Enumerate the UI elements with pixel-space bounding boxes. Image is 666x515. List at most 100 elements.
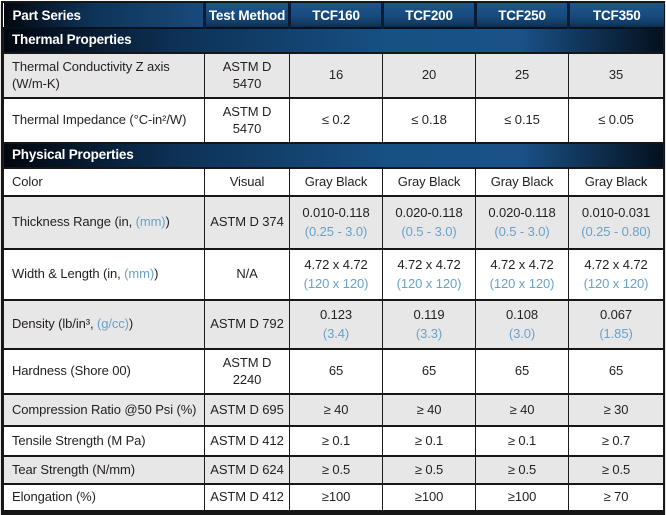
value-inches: 0.010-0.031	[581, 205, 651, 221]
section-title-physical: Physical Properties	[3, 142, 664, 169]
value-tcf200: 65	[382, 348, 476, 395]
value-tcf350: ≥ 0.5	[568, 455, 664, 485]
value-g-cc: (1.85)	[599, 325, 633, 341]
value-tcf160: 0.123 (3.4)	[289, 299, 383, 350]
value-tcf200: ≥ 40	[382, 393, 476, 427]
value-lb-in3: 0.108	[505, 307, 539, 323]
row-tear-strength: Tear Strength (N/mm) ASTM D 624 ≥ 0.5 ≥ …	[3, 455, 664, 485]
test-method-color: Visual	[204, 167, 290, 197]
test-method-hardness: ASTM D 2240	[204, 348, 290, 395]
value-tcf250: 0.108 (3.0)	[475, 299, 569, 350]
label-text: )	[165, 214, 170, 230]
test-method-elongation: ASTM D 412	[204, 483, 290, 512]
value-mm: (120 x 120)	[303, 275, 369, 291]
row-thermal-conductivity: Thermal Conductivity Z axis (W/m-K) ASTM…	[3, 52, 664, 99]
value-tcf200: 20	[382, 52, 476, 99]
value-tcf200: ≥100	[382, 483, 476, 512]
value-inches: 0.020-0.118	[488, 205, 556, 221]
product-spec-table: Part Series Test Method TCF160 TCF200 TC…	[3, 3, 664, 512]
row-density: Density (lb/in³, (g/cc)) ASTM D 792 0.12…	[3, 299, 664, 350]
value-mm: (0.5 - 3.0)	[401, 223, 457, 239]
value-tcf250: ≥ 0.5	[475, 455, 569, 485]
test-method-tear: ASTM D 624	[204, 455, 290, 485]
test-method-density: ASTM D 792	[204, 299, 290, 350]
value-lb-in3: 0.123	[319, 307, 353, 323]
value-inches: 4.72 x 4.72	[397, 257, 461, 273]
row-label-thermal-impedance: Thermal Impedance (°C-in²/W)	[3, 97, 205, 144]
test-method-tensile: ASTM D 412	[204, 425, 290, 457]
row-label-thermal-conductivity: Thermal Conductivity Z axis (W/m-K)	[3, 52, 205, 99]
value-tcf200: 0.020-0.118 (0.5 - 3.0)	[382, 195, 476, 250]
label-metric-unit: (mm)	[135, 214, 166, 230]
header-model-tcf350: TCF350	[567, 3, 664, 29]
test-method-thickness: ASTM D 374	[204, 195, 290, 250]
value-tcf250: ≥ 40	[475, 393, 569, 427]
label-metric-unit: (mm)	[124, 266, 155, 282]
row-label-density: Density (lb/in³, (g/cc))	[3, 299, 205, 350]
row-width-length: Width & Length (in, (mm)) N/A 4.72 x 4.7…	[3, 248, 664, 301]
value-tcf200: 0.119 (3.3)	[382, 299, 476, 350]
value-tcf350: ≥ 70	[568, 483, 664, 512]
row-thermal-impedance: Thermal Impedance (°C-in²/W) ASTM D 5470…	[3, 97, 664, 144]
value-tcf200: ≥ 0.1	[382, 425, 476, 457]
value-tcf350: ≥ 0.7	[568, 425, 664, 457]
value-mm: (120 x 120)	[583, 275, 649, 291]
row-label-tear-strength: Tear Strength (N/mm)	[3, 455, 205, 485]
header-part-series: Part Series	[3, 3, 205, 29]
value-lb-in3: 0.119	[413, 307, 445, 323]
value-tcf250: ≤ 0.15	[475, 97, 569, 144]
header-model-tcf200: TCF200	[381, 3, 476, 29]
row-label-width-length: Width & Length (in, (mm))	[3, 248, 205, 301]
value-tcf250: 65	[475, 348, 569, 395]
value-tcf250: 25	[475, 52, 569, 99]
value-mm: (0.25 - 3.0)	[304, 223, 368, 239]
value-inches: 0.020-0.118	[395, 205, 463, 221]
value-g-cc: (3.0)	[508, 325, 536, 341]
row-color: Color Visual Gray Black Gray Black Gray …	[3, 167, 664, 197]
label-text: Density (lb/in³,	[12, 316, 97, 332]
test-method-thermal-impedance: ASTM D 5470	[204, 97, 290, 144]
label-text: )	[128, 316, 134, 332]
value-tcf350: 0.010-0.031 (0.25 - 0.80)	[568, 195, 664, 250]
test-method-thermal-conductivity: ASTM D 5470	[204, 52, 290, 99]
value-tcf250: ≥ 0.1	[475, 425, 569, 457]
value-tcf250: 0.020-0.118 (0.5 - 3.0)	[475, 195, 569, 250]
row-label-thickness-range: Thickness Range (in, (mm))	[3, 195, 205, 250]
value-mm: (0.5 - 3.0)	[494, 223, 550, 239]
value-mm: (0.25 - 0.80)	[581, 223, 651, 239]
label-text: Thickness Range (in,	[12, 214, 136, 230]
value-tcf200: ≤ 0.18	[382, 97, 476, 144]
value-tcf350: 35	[568, 52, 664, 99]
test-method-compression: ASTM D 695	[204, 393, 290, 427]
header-model-tcf160: TCF160	[288, 3, 383, 29]
value-inches: 4.72 x 4.72	[490, 257, 554, 273]
value-tcf350: 65	[568, 348, 664, 395]
value-g-cc: (3.3)	[415, 325, 443, 341]
row-compression-ratio: Compression Ratio @50 Psi (%) ASTM D 695…	[3, 393, 664, 427]
value-tcf160: ≥ 40	[289, 393, 383, 427]
value-inches: 0.010-0.118	[302, 205, 370, 221]
table-header-row: Part Series Test Method TCF160 TCF200 TC…	[3, 3, 664, 29]
value-tcf200: Gray Black	[382, 167, 476, 197]
value-tcf200: ≥ 0.5	[382, 455, 476, 485]
label-metric-unit: (g/cc)	[97, 316, 129, 332]
value-tcf160: 0.010-0.118 (0.25 - 3.0)	[289, 195, 383, 250]
value-tcf250: 4.72 x 4.72 (120 x 120)	[475, 248, 569, 301]
value-tcf200: 4.72 x 4.72 (120 x 120)	[382, 248, 476, 301]
row-label-color: Color	[3, 167, 205, 197]
value-tcf250: ≥100	[475, 483, 569, 512]
value-lb-in3: 0.067	[599, 307, 633, 323]
value-inches: 4.72 x 4.72	[304, 257, 368, 273]
row-label-hardness: Hardness (Shore 00)	[3, 348, 205, 395]
value-tcf350: Gray Black	[568, 167, 664, 197]
section-physical-properties: Physical Properties	[3, 142, 664, 169]
row-label-tensile-strength: Tensile Strength (M Pa)	[3, 425, 205, 457]
row-thickness-range: Thickness Range (in, (mm)) ASTM D 374 0.…	[3, 195, 664, 250]
row-hardness: Hardness (Shore 00) ASTM D 2240 65 65 65…	[3, 348, 664, 395]
header-test-method: Test Method	[203, 3, 290, 29]
value-mm: (120 x 120)	[489, 275, 555, 291]
value-tcf160: Gray Black	[289, 167, 383, 197]
value-tcf350: 0.067 (1.85)	[568, 299, 664, 350]
section-title-thermal: Thermal Properties	[3, 27, 664, 54]
